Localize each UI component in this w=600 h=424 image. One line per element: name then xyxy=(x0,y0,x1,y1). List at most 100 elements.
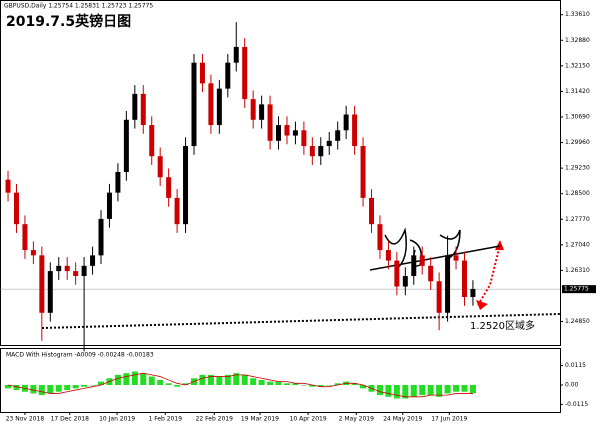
candle-body xyxy=(157,156,163,178)
macd-bar xyxy=(317,385,324,387)
macd-bar xyxy=(410,385,417,397)
candle-body xyxy=(343,114,349,131)
candle-body xyxy=(428,265,434,282)
x-tick-label: 10 Jan 2019 xyxy=(99,416,135,423)
candle-body xyxy=(30,250,36,256)
candle-body xyxy=(225,62,231,89)
candle-body xyxy=(64,265,70,272)
macd-bar xyxy=(199,374,206,385)
x-tick-label: 17 Jun 2019 xyxy=(431,416,467,423)
candle-body xyxy=(5,179,11,193)
candle-body xyxy=(73,271,79,276)
macd-bar xyxy=(275,381,282,385)
y-tick-label: 1.29960 xyxy=(565,139,590,146)
candle-body xyxy=(402,276,408,287)
candle-body xyxy=(369,197,375,225)
candle-body xyxy=(56,265,62,272)
candle-body xyxy=(411,255,417,276)
macd-bar xyxy=(131,371,138,385)
last-price-label: 1.25775 xyxy=(564,286,589,293)
y-tick-label: 1.32150 xyxy=(565,62,590,69)
macd-y-tick-label: 0.00 xyxy=(565,382,579,389)
y-tick-label: 1.26310 xyxy=(565,267,590,274)
macd-bar xyxy=(419,385,426,396)
candle-body xyxy=(140,93,146,126)
macd-bar xyxy=(98,381,105,385)
macd-bar xyxy=(64,385,71,391)
macd-bar xyxy=(461,385,468,392)
macd-bar xyxy=(148,376,155,385)
macd-bar xyxy=(309,385,316,387)
macd-bar xyxy=(427,385,434,396)
macd-bar xyxy=(267,381,274,385)
candle-body xyxy=(174,197,180,225)
candle-body xyxy=(284,125,290,136)
candle-body xyxy=(259,104,265,120)
macd-bar xyxy=(402,385,409,399)
macd-bar xyxy=(47,385,54,394)
x-tick-label: 10 Apr 2019 xyxy=(290,416,327,423)
candle-body xyxy=(436,281,442,313)
x-tick-label: 24 May 2019 xyxy=(383,416,422,423)
y-tick-label: 1.29230 xyxy=(565,165,590,172)
macd-bar xyxy=(123,373,130,385)
macd-bar xyxy=(436,385,443,397)
macd-bar xyxy=(444,385,451,394)
x-tick-label: 17 Dec 2018 xyxy=(51,416,90,423)
macd-bar xyxy=(182,383,189,385)
candle-body xyxy=(242,46,248,100)
candle-body xyxy=(326,140,332,147)
macd-bar xyxy=(114,374,121,385)
candle-body xyxy=(39,255,45,313)
candle-body xyxy=(132,93,138,120)
macd-bar xyxy=(81,385,88,387)
macd-bar xyxy=(55,385,62,392)
macd-bar xyxy=(351,383,358,385)
candle-body xyxy=(335,130,341,141)
candle-body xyxy=(250,99,256,120)
y-tick-label: 1.28500 xyxy=(565,190,590,197)
candle-body xyxy=(267,104,273,141)
candle-body xyxy=(123,119,129,172)
macd-bar xyxy=(469,385,476,394)
macd-title: MACD With Histogram -A0009 -0.00248 -0.0… xyxy=(6,352,154,359)
candle-body xyxy=(166,177,172,198)
macd-bar xyxy=(385,385,392,397)
macd-bar xyxy=(258,379,265,385)
candle-body xyxy=(199,62,205,84)
candle-body xyxy=(352,114,358,147)
candle-body xyxy=(419,255,425,266)
macd-bar xyxy=(89,385,96,386)
macd-bar xyxy=(207,374,214,385)
y-tick-label: 1.27040 xyxy=(565,241,590,248)
macd-bar xyxy=(157,379,164,385)
macd-bar xyxy=(376,385,383,396)
macd-bar xyxy=(283,383,290,385)
candle-body xyxy=(208,83,214,126)
candle-body xyxy=(22,224,28,251)
candle-body xyxy=(309,146,315,157)
candle-body xyxy=(106,192,112,219)
macd-bar xyxy=(334,383,341,385)
macd-bar xyxy=(393,385,400,399)
candle-body xyxy=(461,260,467,298)
x-tick-label: 19 Mar 2019 xyxy=(241,416,279,423)
forecast-arrow xyxy=(477,244,501,306)
candle-body xyxy=(276,125,282,141)
macd-bar xyxy=(250,378,257,385)
candle-body xyxy=(47,271,53,313)
y-tick-label: 1.32880 xyxy=(565,37,590,44)
macd-bar xyxy=(292,383,299,385)
price-frame xyxy=(0,0,561,346)
header: GBPUSD,Daily 1.25754 1.25831 1.25723 1.2… xyxy=(4,3,153,10)
candle-body xyxy=(149,125,155,157)
candle-body xyxy=(292,130,298,136)
macd-bar xyxy=(174,385,181,387)
macd-bar xyxy=(241,374,248,385)
candle-body xyxy=(90,255,96,266)
macd-bar xyxy=(216,376,223,385)
macd-bar xyxy=(165,383,172,385)
macd-bar xyxy=(233,373,240,385)
macd-bar xyxy=(13,385,20,391)
